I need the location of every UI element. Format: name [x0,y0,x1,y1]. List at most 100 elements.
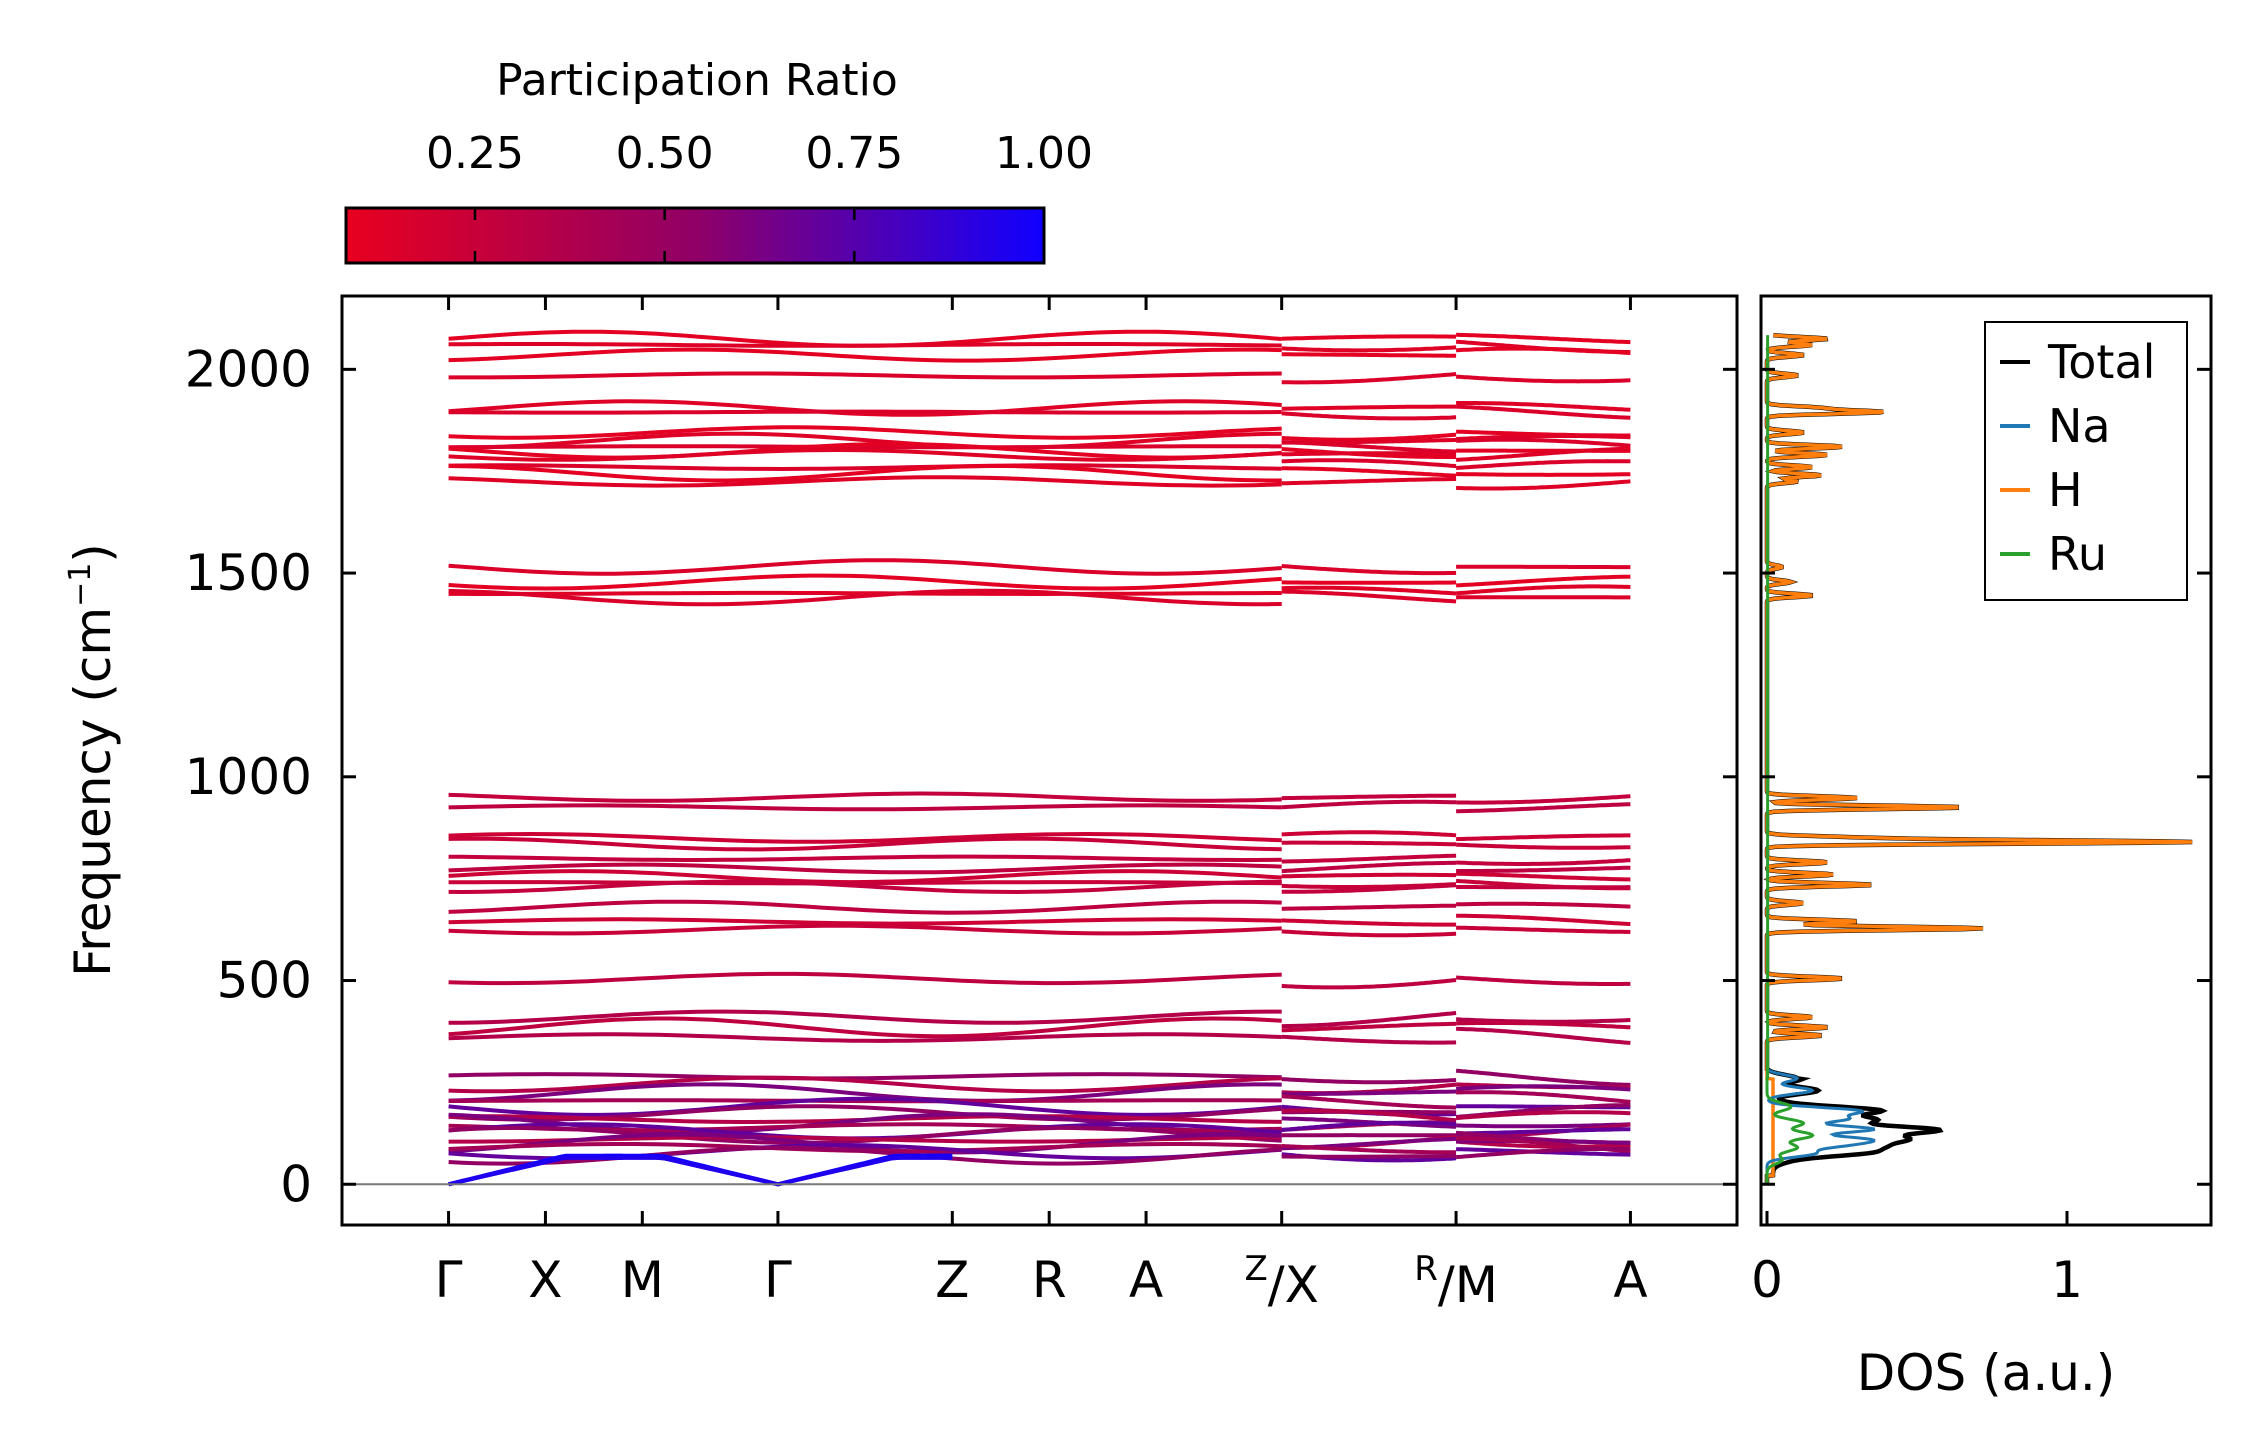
band-line [1281,1153,1457,1159]
y-tick-label: 1500 [185,544,312,602]
dos-series-na [1765,1068,1876,1185]
colorbar: Participation Ratio 0.25 0.50 0.75 1.00 [344,55,1093,265]
band-line [1281,352,1457,358]
band-line [448,447,1282,462]
band-structure-panel: 0 500 1000 1500 2000 Γ X M Γ Z R A Z/X R/M A Frequency… [63,294,1739,1314]
band-line [1455,1146,1631,1160]
band-line [448,590,1282,596]
path-label: R [1032,1251,1067,1309]
band-line [448,399,1282,417]
band-line [1281,451,1457,457]
colorbar-tick-label: 0.75 [805,128,903,179]
band-line [1455,404,1631,420]
dos-x-tick-label: 0 [1751,1251,1783,1309]
band-line [1281,1120,1457,1133]
band-line [1456,794,1631,805]
band-line [448,917,1282,926]
band-line [448,1016,1282,1039]
band-line [448,1032,1282,1043]
band-line [1456,1090,1631,1104]
band-line [448,347,1282,363]
band-line [448,1082,1282,1103]
band-axis: 0 500 1000 1500 2000 Γ X M Γ Z R A Z/X R/M A [185,296,1737,1314]
path-label-main: /M [1438,1256,1498,1314]
band-line [448,971,1282,986]
band-line [1456,1084,1631,1092]
band-line [448,463,1282,472]
band-lines [448,329,1631,1187]
band-line [1456,437,1631,448]
band-line [1456,346,1631,356]
band-line [1281,1094,1457,1110]
band-line [1456,913,1631,927]
band-line [448,1075,1282,1094]
dos-panel-frame [1759,294,2213,1227]
band-line [448,431,1282,450]
y-axis-label: Frequency (cm−1) [63,543,122,977]
band-line [448,879,1282,895]
path-label: Γ [435,1251,463,1309]
band-line [448,1098,1282,1104]
band-line [448,862,1282,875]
band-line [448,425,1282,440]
band-line [448,444,1282,450]
band-line [1281,466,1457,478]
colorbar-tick-label: 1.00 [995,128,1093,179]
legend-label: Na [2048,399,2111,453]
y-tick-label: 1000 [185,748,312,806]
band-line [1456,332,1631,345]
dos-series-ru [1765,335,1815,1185]
band-line [1456,434,1631,441]
acoustic-branch [448,1155,623,1187]
path-label: X [528,1251,562,1309]
band-line [1281,345,1457,353]
band-line [1281,840,1457,847]
path-label-main: /X [1268,1256,1319,1314]
band-line [448,371,1282,380]
band-line [1456,802,1631,814]
band-line [1281,860,1457,874]
band-line [1281,564,1457,576]
band-line [448,573,1282,591]
y-tick-label: 2000 [185,340,312,398]
path-label: R/M [1414,1249,1498,1314]
path-label-sup: R [1414,1249,1438,1289]
band-line [1281,585,1457,596]
band-line [448,409,1282,415]
band-line [448,836,1282,852]
band-line [1455,975,1631,986]
band-line [1455,459,1631,470]
path-label: A [1613,1251,1647,1309]
band-line [1281,404,1457,411]
band-line [1281,929,1457,938]
band-line [1455,1139,1631,1149]
band-line [1456,401,1631,412]
band-line [448,442,1282,460]
band-line [1456,842,1631,850]
band-line [448,464,1282,483]
path-label: M [621,1251,664,1309]
colorbar-tick-label: 0.50 [616,128,714,179]
y-tick-label: 0 [280,1155,312,1213]
acoustic-branch [603,1153,953,1187]
band-line [448,1132,1282,1155]
dos-x-tick-label: 1 [2051,1251,2083,1309]
band-line [1455,584,1631,596]
band-line [1281,1089,1457,1097]
band-line [1281,1021,1457,1033]
band-line [1281,440,1457,454]
band-line [448,1096,1282,1117]
band-line [1456,479,1631,491]
band-line [1455,446,1631,462]
band-line [448,558,1282,576]
band-line [448,923,1282,936]
band-line [1281,918,1457,927]
band-line [1456,1021,1631,1030]
y-axis-label-close: ) [64,543,122,563]
band-line [448,1009,1282,1025]
band-line [1456,901,1631,909]
band-line [1455,1110,1631,1121]
band-line [1281,411,1457,421]
band-line [1456,574,1631,588]
